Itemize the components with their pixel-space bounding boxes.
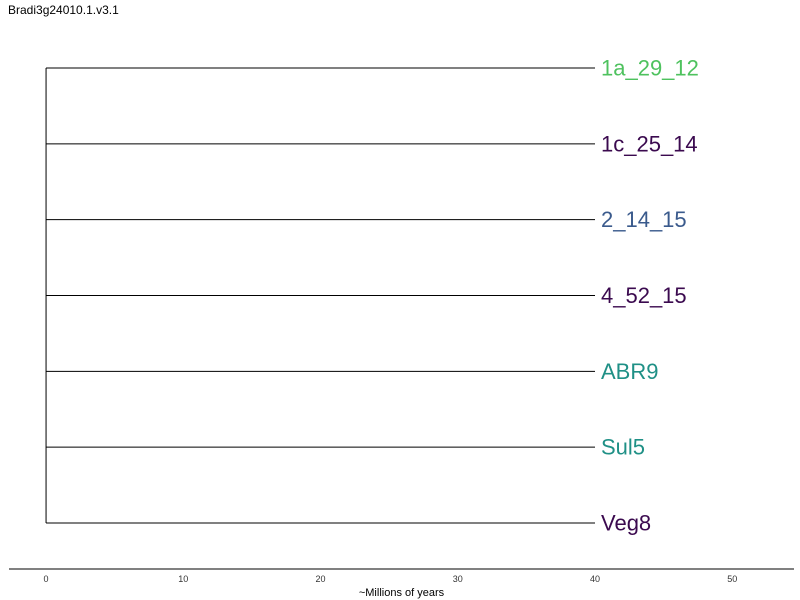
tip-label: 2_14_15 [601,207,687,232]
tree-branches [45,67,596,524]
tip-label: ABR9 [601,359,658,384]
tip-label: 4_52_15 [601,283,687,308]
time-axis: 0 10 20 30 40 50 ~Millions of years [9,568,794,599]
tip-label: 1c_25_14 [601,131,698,156]
axis-title: ~Millions of years [359,587,445,599]
axis-ticks: 0 10 20 30 40 50 [44,574,738,584]
tip-label: Sul5 [601,435,645,460]
tick-label: 30 [453,574,463,584]
tick-label: 50 [727,574,737,584]
tick-label: 20 [316,574,326,584]
tip-label: 1a_29_12 [601,56,699,81]
tick-label: 10 [178,574,188,584]
tick-label: 0 [44,574,49,584]
tick-label: 40 [590,574,600,584]
tip-labels: 1a_29_12 1c_25_14 2_14_15 4_52_15 ABR9 Sul5 Ve… [601,56,699,536]
tip-label: Veg8 [601,511,651,536]
plot-title: Bradi3g24010.1.v3.1 [8,3,119,17]
